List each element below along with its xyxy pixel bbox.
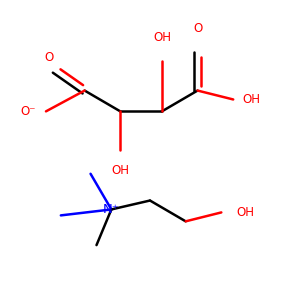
Text: O: O [193, 22, 202, 34]
Text: O: O [44, 51, 54, 64]
Text: OH: OH [236, 206, 254, 219]
Text: OH: OH [242, 93, 260, 106]
Text: OH: OH [153, 31, 171, 44]
Text: OH: OH [111, 164, 129, 177]
Text: N⁺: N⁺ [103, 203, 120, 216]
Text: O⁻: O⁻ [20, 105, 36, 118]
